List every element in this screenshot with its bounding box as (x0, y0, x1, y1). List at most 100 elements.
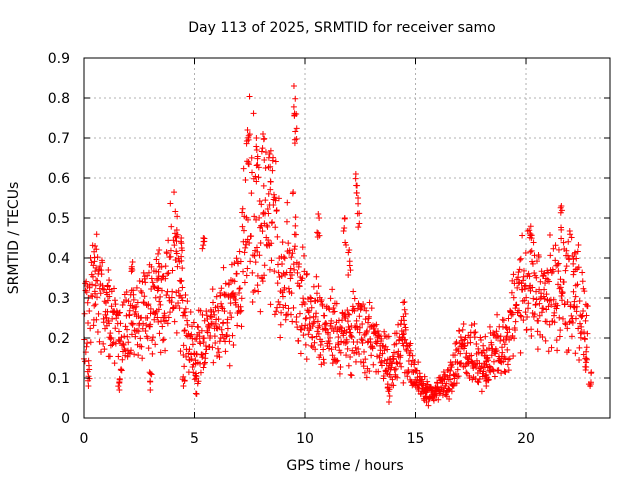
data-point (491, 331, 498, 338)
data-point (140, 299, 147, 306)
data-point (302, 341, 309, 348)
data-point (224, 325, 231, 332)
data-point (247, 258, 254, 265)
data-point (497, 337, 504, 344)
data-point (261, 272, 268, 279)
data-point (455, 373, 462, 380)
data-point (555, 268, 562, 275)
data-point (145, 301, 152, 308)
data-point (268, 240, 275, 247)
data-point (314, 318, 321, 325)
data-point (160, 336, 167, 343)
data-point (486, 323, 493, 330)
data-point (528, 247, 535, 254)
data-point (346, 262, 353, 269)
data-point (266, 266, 273, 273)
data-point (457, 334, 464, 341)
data-point (360, 301, 367, 308)
data-point (533, 258, 540, 265)
data-point (368, 305, 375, 312)
data-point (504, 346, 511, 353)
data-point (262, 197, 269, 204)
data-point (312, 346, 319, 353)
data-point (351, 307, 358, 314)
y-tick-label: 0.6 (48, 171, 70, 187)
data-point (347, 267, 354, 274)
data-point (498, 370, 505, 377)
data-point (153, 256, 160, 263)
data-point (519, 232, 526, 239)
data-point (483, 371, 490, 378)
data-point (101, 346, 108, 353)
data-point (234, 322, 241, 329)
data-point (574, 248, 581, 255)
data-point (458, 360, 465, 367)
data-point (389, 376, 396, 383)
data-point (475, 379, 482, 386)
data-point (340, 330, 347, 337)
data-point (522, 309, 529, 316)
data-point (255, 164, 262, 171)
data-point (267, 301, 274, 308)
data-point (404, 373, 411, 380)
data-point (200, 235, 207, 241)
data-point (449, 361, 456, 368)
data-point (570, 288, 577, 295)
data-point (167, 309, 174, 316)
data-point (506, 355, 513, 362)
data-point (197, 369, 204, 376)
data-point (308, 295, 315, 302)
data-point (293, 125, 300, 132)
data-point (413, 367, 420, 374)
data-point (163, 250, 170, 257)
data-point (246, 93, 253, 100)
data-point (290, 261, 297, 268)
data-point (395, 348, 402, 355)
data-point (341, 215, 348, 221)
data-point (155, 260, 162, 267)
data-point (131, 351, 138, 358)
chart-title: Day 113 of 2025, SRMTID for receiver sam… (188, 20, 496, 36)
data-point (546, 231, 553, 238)
data-point (243, 137, 250, 144)
data-point (517, 255, 524, 262)
data-point (211, 311, 218, 318)
data-point (469, 376, 476, 383)
data-point (218, 326, 225, 333)
data-point (521, 297, 528, 304)
data-point (220, 264, 227, 271)
data-point (335, 334, 342, 341)
data-point (291, 266, 298, 273)
data-point (315, 230, 322, 237)
data-point (347, 353, 354, 360)
data-point (108, 303, 115, 310)
data-point (226, 362, 233, 369)
data-point (535, 317, 542, 324)
data-point (515, 269, 522, 276)
data-point (400, 331, 407, 338)
data-point (201, 335, 208, 342)
data-point (228, 314, 235, 321)
data-point (279, 239, 286, 246)
data-point (326, 340, 333, 347)
data-point (144, 272, 151, 279)
data-point (580, 308, 587, 315)
data-point (584, 303, 591, 310)
data-point (254, 248, 261, 255)
data-point (230, 341, 237, 348)
data-point (469, 358, 476, 365)
data-point (104, 308, 111, 315)
data-point (175, 299, 182, 306)
data-point (185, 350, 192, 357)
data-point (556, 333, 563, 340)
data-point (393, 330, 400, 337)
data-point (115, 328, 122, 335)
data-point (255, 174, 262, 181)
data-point (424, 378, 431, 385)
data-point (558, 203, 565, 209)
data-point (380, 373, 387, 380)
data-point (133, 303, 140, 310)
data-point (559, 289, 566, 296)
y-axis-label: SRMTID / TECUs (6, 182, 22, 295)
